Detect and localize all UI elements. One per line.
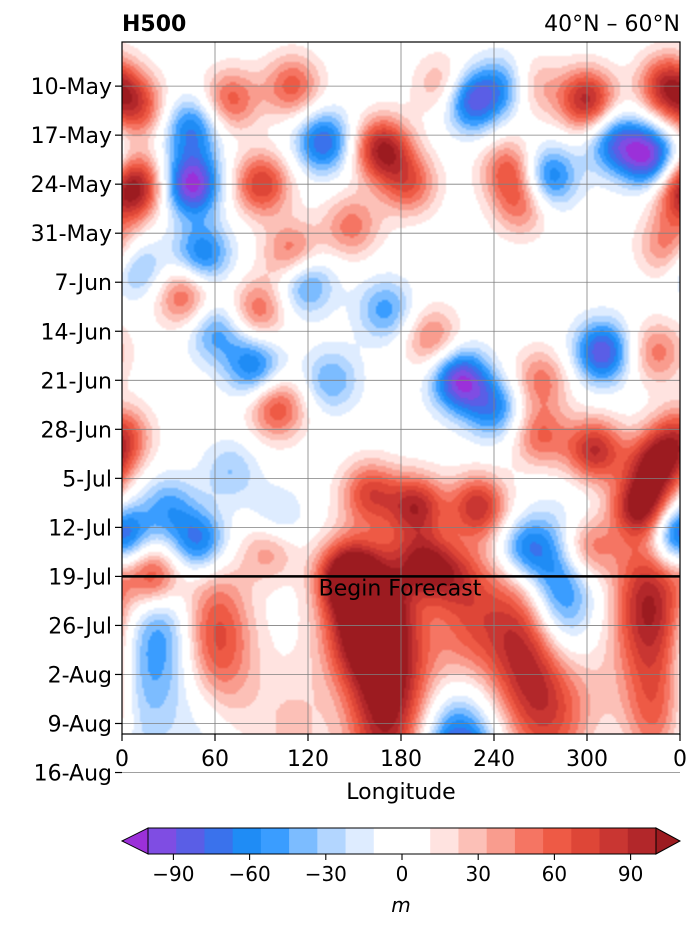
x-tick-label: 120 (287, 747, 329, 772)
y-tick-label: 26-Jul (48, 614, 112, 639)
colorbar-tick-label: 30 (465, 862, 490, 886)
y-tick-label: 12-Jul (48, 516, 112, 541)
x-tick-label: 300 (566, 747, 608, 772)
colorbar-tick-label: 0 (396, 862, 409, 886)
colorbar-segment (176, 828, 206, 854)
y-tick-label: 2-Aug (48, 663, 112, 688)
y-tick-label: 16-Aug (34, 762, 112, 787)
x-axis-label: Longitude (346, 780, 455, 805)
colorbar-extend-max (655, 827, 682, 855)
begin-forecast-label: Begin Forecast (319, 576, 482, 601)
colorbar-segment (317, 828, 347, 854)
colorbar-segment (204, 828, 234, 854)
colorbar-segment (599, 828, 629, 854)
y-tick-label: 21-Jun (40, 369, 112, 394)
chart-title-left: H500 (122, 12, 186, 37)
y-tick-label: 7-Jun (54, 271, 112, 296)
x-tick-label: 60 (201, 747, 229, 772)
plot-area: Begin Forecast (121, 41, 681, 773)
y-tick-label: 24-May (31, 173, 112, 198)
colorbar-segment (543, 828, 572, 854)
y-tick-label: 14-Jun (40, 320, 112, 345)
y-tick-label: 28-Jun (40, 418, 112, 443)
y-tick-label: 5-Jul (62, 467, 112, 492)
colorbar-segment (373, 828, 403, 854)
colorbar-segment (148, 828, 177, 854)
gridlines (121, 42, 681, 773)
colorbar-segment (627, 828, 657, 854)
y-tick-label: 31-May (31, 222, 112, 247)
y-tick-label: 19-Jul (48, 565, 112, 590)
y-tick-label: 10-May (31, 75, 112, 100)
colorbar-segment (402, 828, 431, 854)
colorbar-segment (514, 828, 544, 854)
x-tick-label: 240 (473, 747, 515, 772)
colorbar-tick-label: 60 (542, 862, 567, 886)
colorbar-tick-label: −90 (152, 862, 194, 886)
colorbar-tick-label: −30 (305, 862, 347, 886)
colorbar-label: m (391, 893, 410, 917)
colorbar-segment (486, 828, 516, 854)
x-tick-label: 0 (115, 747, 129, 772)
colorbar-extend-min (120, 827, 149, 855)
chart-title-right: 40°N – 60°N (544, 12, 680, 37)
x-tick-label: 180 (380, 747, 422, 772)
colorbar-segment (430, 828, 460, 854)
colorbar-segment (232, 828, 262, 854)
x-tick-label: 0 (673, 747, 687, 772)
y-axis: 10-May 17-May 24-May 31-May 7-Jun 14-Jun 21-Ju… (31, 75, 122, 787)
colorbar-segment (458, 828, 488, 854)
colorbar-tick-label: −60 (228, 862, 270, 886)
colorbar-segment (260, 828, 290, 854)
colorbar-segment (289, 828, 318, 854)
y-tick-label: 9-Aug (48, 712, 112, 737)
colorbar-segment (571, 828, 601, 854)
colorbar: −90 −60 −30 0 30 60 90 (120, 827, 682, 886)
colorbar-tick-label: 90 (618, 862, 643, 886)
colorbar-segment (345, 828, 375, 854)
y-tick-label: 17-May (31, 124, 112, 149)
x-axis: 0 60 120 180 240 300 0 (115, 734, 687, 772)
